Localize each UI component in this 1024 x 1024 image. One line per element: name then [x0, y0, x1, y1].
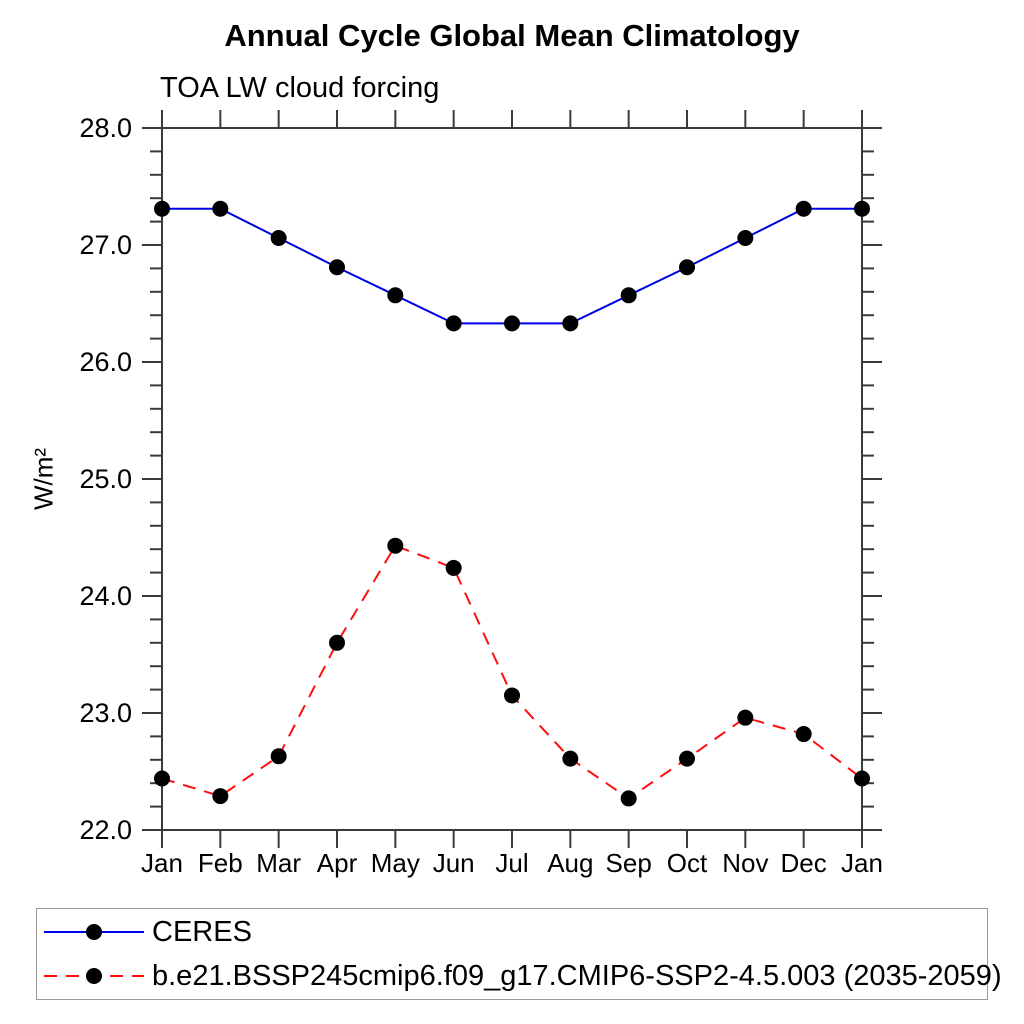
plot-subtitle: TOA LW cloud forcing [160, 72, 440, 104]
x-tick-label: Apr [317, 848, 358, 878]
data-point-1 [854, 770, 870, 787]
legend-label-ceres: CERES [152, 915, 252, 948]
legend-marker-dot [86, 924, 102, 940]
data-point-1 [154, 770, 170, 787]
y-tick-label: 27.0 [79, 230, 132, 260]
data-point-0 [737, 229, 754, 246]
series-line-1 [161, 544, 863, 800]
data-point-0 [212, 200, 229, 217]
data-point-1 [795, 726, 812, 743]
data-point-0 [795, 200, 812, 217]
data-point-1 [504, 687, 520, 704]
data-point-0 [270, 229, 287, 246]
data-point-1 [562, 750, 579, 767]
data-point-1 [329, 634, 345, 651]
x-tick-label: Oct [667, 848, 708, 878]
series-line-0 [162, 207, 862, 325]
page-title: Annual Cycle Global Mean Climatology [224, 18, 800, 53]
data-point-0 [387, 287, 404, 304]
legend-marker-dot [86, 968, 102, 984]
data-point-1 [737, 709, 754, 726]
data-point-1 [387, 537, 404, 554]
data-point-0 [329, 259, 345, 276]
legend-line-sample-dashed [44, 968, 144, 984]
data-point-1 [212, 788, 229, 805]
y-tick-label: 22.0 [79, 815, 132, 845]
data-point-0 [445, 315, 462, 332]
data-point-1 [270, 748, 287, 765]
x-tick-label: May [371, 848, 420, 878]
legend-item-ceres: CERES [41, 913, 987, 951]
data-point-1 [620, 790, 637, 807]
data-point-0 [679, 259, 695, 276]
data-point-0 [620, 287, 637, 304]
data-point-0 [562, 315, 579, 332]
data-point-0 [154, 200, 170, 217]
x-tick-label: Nov [722, 848, 768, 878]
x-tick-label: Jul [495, 848, 528, 878]
data-point-0 [854, 200, 870, 217]
legend-line-sample-solid [44, 924, 144, 940]
x-tick-label: Mar [256, 848, 301, 878]
x-tick-label: Aug [547, 848, 593, 878]
data-point-1 [679, 750, 695, 767]
data-point-1 [445, 559, 462, 576]
x-tick-label: Jan [141, 848, 183, 878]
legend-item-model: b.e21.BSSP245cmip6.f09_g17.CMIP6-SSP2-4.… [41, 957, 1002, 995]
plot-frame [161, 127, 863, 831]
x-tick-label: Jan [841, 848, 883, 878]
legend-label-model: b.e21.BSSP245cmip6.f09_g17.CMIP6-SSP2-4.… [152, 959, 1002, 992]
y-tick-label: 24.0 [79, 581, 132, 611]
y-tick-label: 23.0 [79, 698, 132, 728]
legend: CERES b.e21.BSSP245cmip6.f09_g17.CMIP6-S… [36, 908, 1002, 1000]
y-tick-label: 26.0 [79, 347, 132, 377]
x-tick-label: Feb [198, 848, 243, 878]
x-tick-label: Dec [781, 848, 827, 878]
x-tick-label: Jun [433, 848, 475, 878]
y-tick-label: 28.0 [79, 113, 132, 143]
data-point-0 [504, 315, 520, 332]
x-tick-label: Sep [606, 848, 652, 878]
y-tick-label: 25.0 [79, 464, 132, 494]
